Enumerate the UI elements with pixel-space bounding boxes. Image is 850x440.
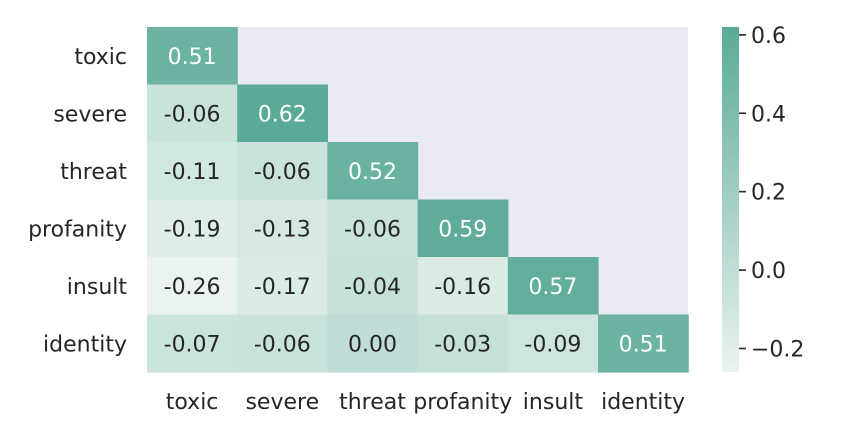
column-label: severe (245, 390, 319, 415)
cell-value-label: -0.03 (434, 332, 491, 357)
heatmap-cell (327, 257, 419, 316)
cell-value-label: 0.59 (438, 217, 487, 242)
colorbar-gradient (722, 27, 739, 372)
row-label: insult (67, 275, 128, 300)
row-label: profanity (28, 217, 127, 242)
heatmap-cell (507, 257, 599, 316)
heatmap-cells: 0.51 -0.06 0.62 -0.11 -0.06 0.52 -0.19 -0.13 -0.… (147, 27, 689, 373)
heatmap-cell (147, 27, 238, 86)
heatmap-cell (237, 199, 328, 258)
cell-value-label: -0.19 (164, 217, 221, 242)
colorbar-tick-label: 0.4 (751, 102, 786, 127)
heatmap-cell (237, 142, 328, 201)
cell-value-label: -0.26 (164, 275, 221, 300)
heatmap-cell (327, 314, 419, 373)
heatmap-cell (147, 142, 238, 201)
cell-value-label: 0.00 (348, 332, 397, 357)
row-label: identity (43, 332, 127, 357)
heatmap-cell (237, 257, 328, 316)
heatmap-cell (327, 199, 419, 258)
cell-value-label: 0.52 (348, 160, 397, 185)
cell-value-label: 0.51 (619, 332, 668, 357)
cell-value-label: -0.13 (254, 217, 311, 242)
column-label: insult (523, 390, 584, 415)
heatmap-cell (237, 314, 328, 373)
colorbar-tick-label: 0.2 (751, 181, 786, 206)
heatmap-cell (237, 84, 328, 143)
cell-value-label: -0.06 (254, 332, 311, 357)
row-label: threat (60, 160, 127, 185)
cell-value-label: -0.07 (164, 332, 221, 357)
column-label: profanity (413, 390, 512, 415)
cell-value-label: -0.04 (344, 275, 401, 300)
cell-value-label: -0.06 (164, 102, 221, 127)
cell-value-label: 0.57 (528, 275, 577, 300)
colorbar-tick-label: −0.2 (751, 337, 804, 362)
cell-value-label: -0.06 (254, 160, 311, 185)
row-label: severe (53, 102, 127, 127)
cell-value-label: -0.09 (524, 332, 581, 357)
column-labels: toxic severe threat profanity insult identity (166, 390, 685, 415)
colorbar-tick-label: 0.0 (751, 259, 786, 284)
row-label: toxic (74, 45, 127, 70)
heatmap-cell (417, 314, 509, 373)
heatmap-cell (417, 199, 509, 258)
cell-value-label: 0.62 (258, 102, 307, 127)
heatmap-cell (147, 257, 238, 316)
heatmap-cell (507, 314, 599, 373)
heatmap-cell (147, 84, 238, 143)
colorbar: −0.2 0.0 0.2 0.4 0.6 (722, 24, 804, 372)
cell-value-label: -0.06 (344, 217, 401, 242)
row-labels: toxic severe threat profanity insult identity (28, 45, 127, 358)
cell-value-label: -0.17 (254, 275, 311, 300)
heatmap-cell (147, 314, 238, 373)
heatmap-cell (327, 142, 419, 201)
column-label: threat (339, 390, 406, 415)
column-label: identity (601, 390, 685, 415)
cell-value-label: -0.16 (434, 275, 491, 300)
column-label: toxic (166, 390, 219, 415)
heatmap-cell (417, 257, 509, 316)
colorbar-tick-label: 0.6 (751, 24, 786, 49)
cell-value-label: 0.51 (168, 45, 217, 70)
heatmap-cell (147, 199, 238, 258)
heatmap-cell (598, 314, 689, 373)
cell-value-label: -0.11 (164, 160, 221, 185)
